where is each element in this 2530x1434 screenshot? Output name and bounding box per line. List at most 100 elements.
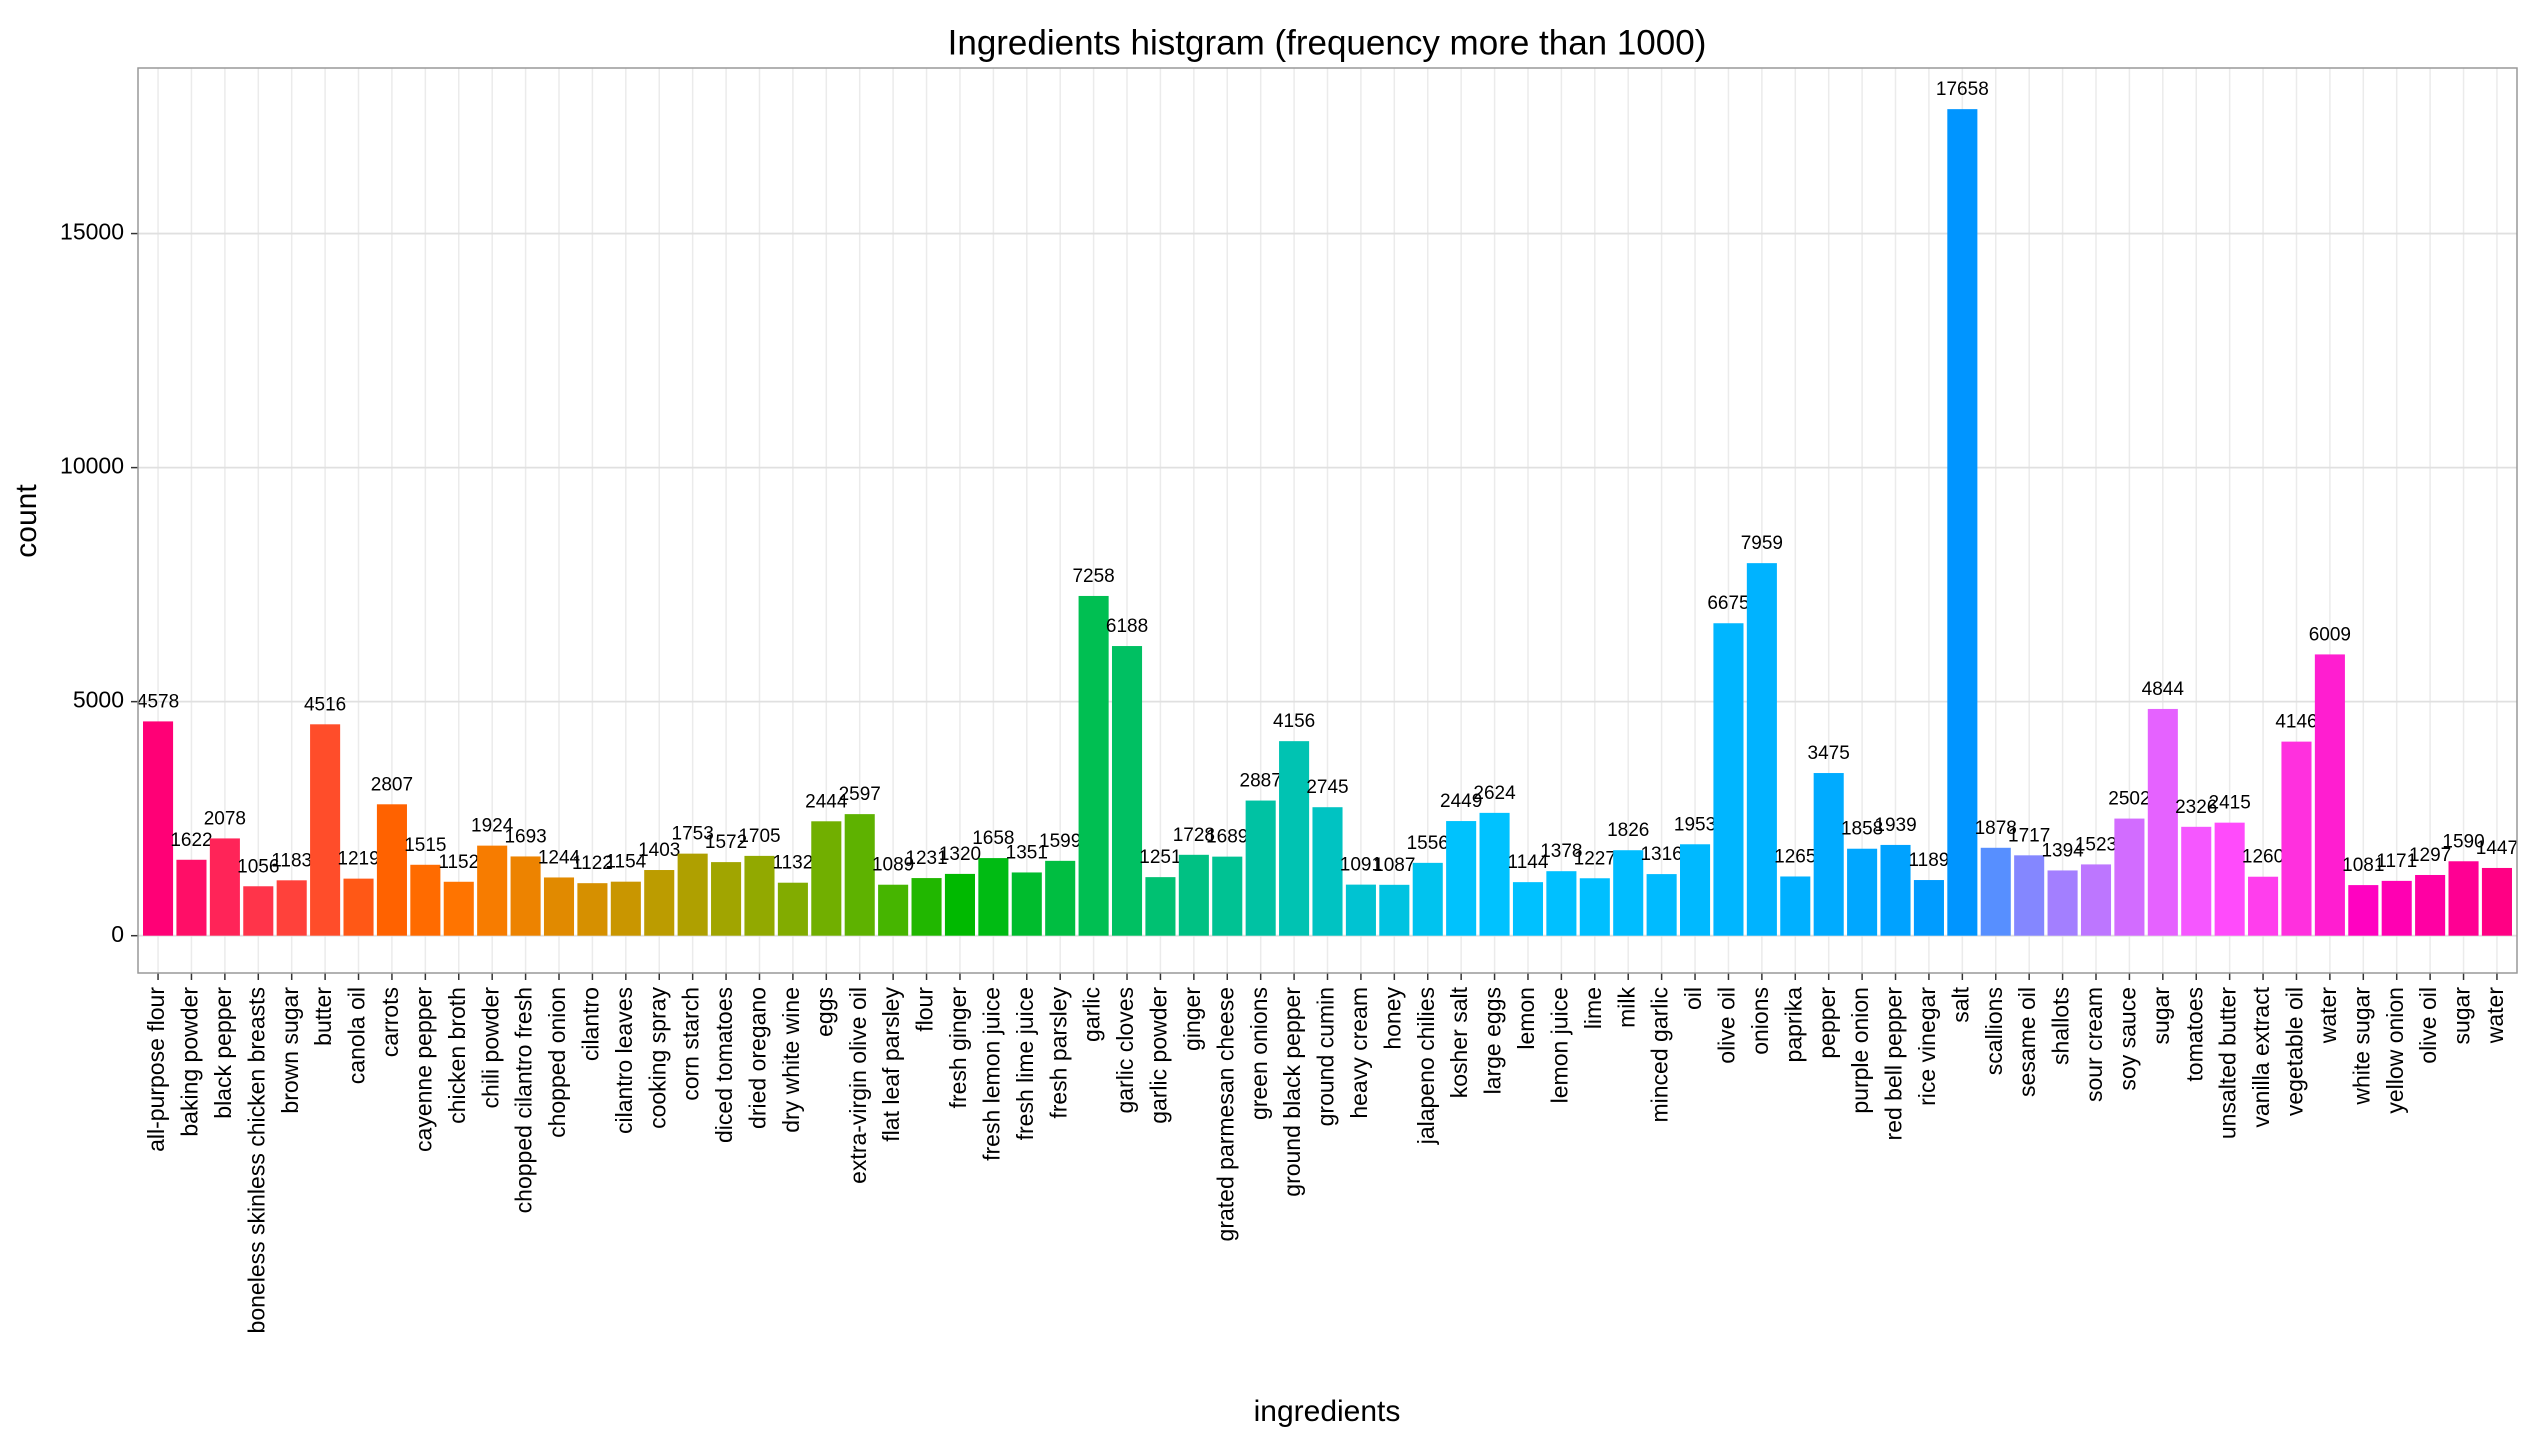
bar (276, 880, 307, 936)
value-label: 2745 (1306, 777, 1348, 798)
value-label: 1572 (705, 832, 747, 853)
bar (510, 856, 541, 936)
value-label: 1728 (1173, 825, 1215, 846)
value-label: 1689 (1206, 827, 1248, 848)
x-tick-label: kosher salt (1446, 986, 1472, 1098)
x-tick-label: vanilla extract (2248, 986, 2274, 1127)
x-tick-label: dried oregano (745, 987, 771, 1129)
bar (1646, 874, 1677, 936)
value-label: 1693 (504, 826, 546, 847)
bar (2415, 874, 2446, 936)
bar (2281, 741, 2312, 936)
x-tick-label: tomatoes (2181, 987, 2207, 1082)
bar (811, 821, 842, 936)
bar (1412, 862, 1443, 936)
bar (1847, 848, 1878, 936)
bar (1813, 773, 1844, 936)
bar (1111, 646, 1143, 936)
value-label: 6675 (1707, 593, 1749, 614)
value-label: 4844 (2142, 679, 2185, 700)
bar (1279, 741, 1310, 936)
x-tick-label: salt (1947, 986, 1973, 1022)
x-tick-label: oil (1680, 987, 1706, 1010)
value-label: 1351 (1006, 842, 1048, 863)
bar (1479, 812, 1510, 936)
value-label: 1316 (1640, 844, 1682, 865)
value-label: 7959 (1741, 533, 1783, 554)
value-label: 1227 (1574, 848, 1616, 869)
bar (1713, 623, 1744, 936)
x-tick-label: all-purpose flour (143, 987, 169, 1152)
bar (243, 886, 274, 936)
x-tick-label: ginger (1179, 987, 1205, 1051)
bar (1746, 563, 1777, 936)
bar (2047, 870, 2078, 936)
x-tick-label: yellow onion (2382, 987, 2408, 1114)
bar (143, 721, 174, 936)
bar (1379, 884, 1410, 936)
value-label: 2597 (839, 784, 881, 805)
value-label: 1658 (972, 828, 1014, 849)
x-tick-label: canola oil (344, 987, 370, 1084)
value-label: 2078 (204, 808, 246, 829)
value-label: 1622 (170, 830, 212, 851)
x-tick-label: white sugar (2348, 987, 2374, 1106)
bar (2181, 826, 2212, 936)
bar (2381, 880, 2412, 936)
x-tick-label: sugar (2148, 987, 2174, 1045)
x-tick-label: cilantro leaves (611, 987, 637, 1134)
x-tick-label: garlic (1079, 987, 1105, 1042)
value-label: 2624 (1473, 783, 1516, 804)
x-tick-label: garlic powder (1146, 987, 1172, 1124)
bar (2348, 885, 2379, 936)
value-label: 1265 (1774, 846, 1816, 867)
value-label: 1171 (2376, 851, 2417, 872)
value-label: 1953 (1674, 814, 1716, 835)
x-tick-label: water (2315, 987, 2341, 1045)
value-label: 1144 (1508, 852, 1549, 873)
value-label: 1523 (2075, 834, 2117, 855)
x-tick-label: milk (1613, 987, 1639, 1028)
x-tick-label: ground black pepper (1279, 987, 1305, 1197)
bar (310, 724, 341, 936)
y-tick-label: 10000 (60, 453, 124, 479)
bar (1446, 821, 1477, 936)
value-label: 1056 (237, 856, 279, 877)
x-tick-label: olive oil (1714, 987, 1740, 1064)
value-label: 2502 (2108, 789, 2150, 810)
bar (176, 859, 207, 936)
bar (1579, 878, 1610, 936)
value-label: 1753 (672, 824, 714, 845)
value-label: 1878 (1975, 818, 2017, 839)
bar (644, 870, 675, 936)
x-tick-label: cayenne pepper (410, 987, 436, 1152)
value-label: 3475 (1808, 743, 1850, 764)
value-label: 1705 (738, 826, 780, 847)
x-tick-label: shallots (2048, 987, 2074, 1065)
x-tick-label: boneless skinless chicken breasts (243, 987, 269, 1333)
x-tick-label: baking powder (177, 987, 203, 1137)
value-label: 1394 (2041, 840, 2084, 861)
x-tick-label: fresh lemon juice (978, 987, 1004, 1161)
x-tick-label: diced tomatoes (711, 987, 737, 1143)
x-tick-label: carrots (377, 987, 403, 1057)
bar (2214, 822, 2245, 936)
value-label: 1132 (772, 853, 813, 874)
bar (1546, 871, 1577, 936)
x-tick-label: extra-virgin olive oil (845, 987, 871, 1184)
bar (1145, 877, 1176, 936)
bar (1178, 854, 1209, 936)
x-tick-label: chili powder (477, 987, 503, 1109)
value-label: 1599 (1039, 831, 1081, 852)
x-tick-label: honey (1379, 987, 1405, 1050)
bar (410, 864, 441, 936)
value-label: 2415 (2209, 793, 2251, 814)
bar (1947, 109, 1978, 936)
bar (978, 858, 1009, 936)
value-label: 4146 (2275, 712, 2317, 733)
value-label: 1091 (1340, 855, 1382, 876)
value-label: 6188 (1106, 616, 1148, 637)
x-tick-label: pepper (1814, 987, 1840, 1059)
value-label: 1556 (1407, 833, 1449, 854)
